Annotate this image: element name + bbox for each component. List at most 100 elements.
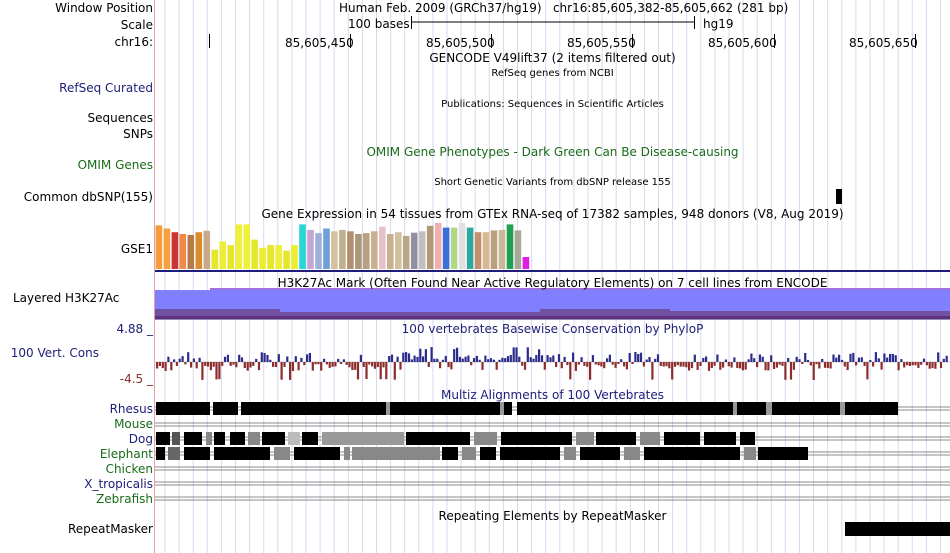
cons-bar [331, 362, 334, 367]
cons-bar [424, 349, 427, 362]
cons-bar [693, 354, 696, 362]
cons-bar [812, 362, 815, 380]
dbsnp-feature[interactable] [836, 189, 842, 204]
cons-bar [212, 362, 215, 367]
species-label-zebrafish[interactable]: Zebrafish [96, 492, 153, 506]
snps-track-label[interactable]: SNPs [123, 127, 153, 141]
species-label-rhesus[interactable]: Rhesus [109, 402, 153, 416]
cons-bar [192, 358, 195, 362]
cons-bar [880, 362, 883, 370]
cons-bar [249, 362, 252, 368]
cons-bar [770, 355, 773, 362]
cons-bar [376, 362, 379, 367]
cons-bar [730, 362, 733, 368]
cons-bar [201, 362, 204, 380]
conservation-bars[interactable] [156, 347, 948, 380]
cons-bar [606, 358, 609, 362]
cons-bar [580, 357, 583, 362]
cons-bar [574, 362, 577, 371]
omim-track-label[interactable]: OMIM Genes [77, 158, 153, 172]
alignment-block [845, 402, 898, 415]
cons-bar [654, 358, 657, 362]
gtex-bar [450, 227, 458, 269]
cons-bar [526, 347, 529, 362]
cons-bar [495, 362, 498, 370]
cons-bar [190, 362, 193, 368]
species-label-x-tropicalis[interactable]: X_tropicalis [84, 477, 153, 491]
alignment-block [704, 432, 736, 445]
cons-bar [852, 352, 855, 362]
cons-bar [512, 347, 515, 362]
cons-bar [832, 354, 835, 362]
alignment-block [214, 432, 225, 445]
cons-bar [359, 354, 362, 362]
cons-bar [911, 362, 914, 366]
cons-bar [922, 358, 926, 362]
cons-bar [484, 355, 487, 362]
cons-bar [453, 349, 456, 362]
cons-bar [521, 362, 524, 366]
gtex-track-label[interactable]: GSE1 [120, 242, 153, 256]
gtex-bar [418, 231, 426, 269]
sequences-track-label[interactable]: Sequences [87, 111, 153, 125]
alignment-block [596, 432, 636, 445]
h3k27ac-signal[interactable] [155, 288, 950, 319]
cons-bar [761, 356, 764, 362]
cons-bar [942, 358, 945, 362]
cons-bar [209, 362, 212, 371]
cons-bar [900, 359, 903, 362]
cons-bar [713, 362, 716, 366]
alignment-gap [500, 402, 504, 415]
multiz-track-title: Multiz Alignments of 100 Vertebrates [440, 388, 665, 402]
conservation-track-label[interactable]: 100 Vert. Cons [10, 346, 99, 360]
species-label-mouse[interactable]: Mouse [114, 417, 153, 431]
alignment-block [737, 402, 766, 415]
cons-bar [662, 362, 665, 367]
multiz-alignments[interactable] [155, 402, 950, 501]
h3k27ac-track-title: H3K27Ac Mark (Often Found Near Active Re… [277, 276, 828, 290]
cons-bar [232, 362, 235, 365]
cons-bar [685, 362, 688, 368]
cons-bar [535, 355, 538, 362]
cons-bar [651, 362, 654, 380]
cons-bar [504, 358, 507, 362]
cons-bar [402, 352, 405, 362]
alignment-block [462, 447, 476, 460]
gtex-bar [379, 226, 386, 269]
repeatmasker-track-label[interactable]: RepeatMasker [67, 522, 153, 536]
window-position-label: Window Position [55, 1, 153, 15]
cons-bar [733, 357, 736, 362]
gtex-bar [203, 230, 211, 269]
alignment-block [624, 447, 640, 460]
cons-bar [277, 354, 280, 362]
cons-bar [430, 347, 433, 362]
cons-bar [557, 354, 561, 362]
cons-bar [396, 356, 399, 362]
cons-bar [699, 362, 702, 366]
cons-bar [433, 358, 436, 362]
gencode-track-title[interactable]: GENCODE V49lift37 (2 items filtered out) [429, 51, 676, 65]
gtex-bars[interactable] [155, 223, 530, 269]
publications-track-title: Publications: Sequences in Scientific Ar… [441, 99, 664, 110]
species-label-dog[interactable]: Dog [128, 432, 153, 446]
cons-bar [291, 362, 294, 371]
cons-bar [750, 353, 753, 362]
cons-bar [849, 353, 852, 362]
species-label-elephant[interactable]: Elephant [99, 447, 153, 461]
cons-bar [603, 362, 606, 369]
refseq-track-label[interactable]: RefSeq Curated [59, 81, 153, 95]
cons-bar [772, 362, 776, 369]
species-label-chicken[interactable]: Chicken [105, 462, 153, 476]
alignment-gap [766, 402, 772, 415]
repeatmasker-feature[interactable] [845, 522, 950, 536]
cons-bar [416, 356, 419, 362]
gtex-bar [235, 224, 242, 269]
cons-bar [939, 362, 943, 368]
gtex-bar [514, 230, 522, 269]
cons-bar [337, 358, 340, 362]
dbsnp-track-label[interactable]: Common dbSNP(155) [23, 190, 153, 204]
cons-bar [787, 358, 790, 362]
h3k27ac-track-label[interactable]: Layered H3K27Ac [13, 291, 120, 305]
